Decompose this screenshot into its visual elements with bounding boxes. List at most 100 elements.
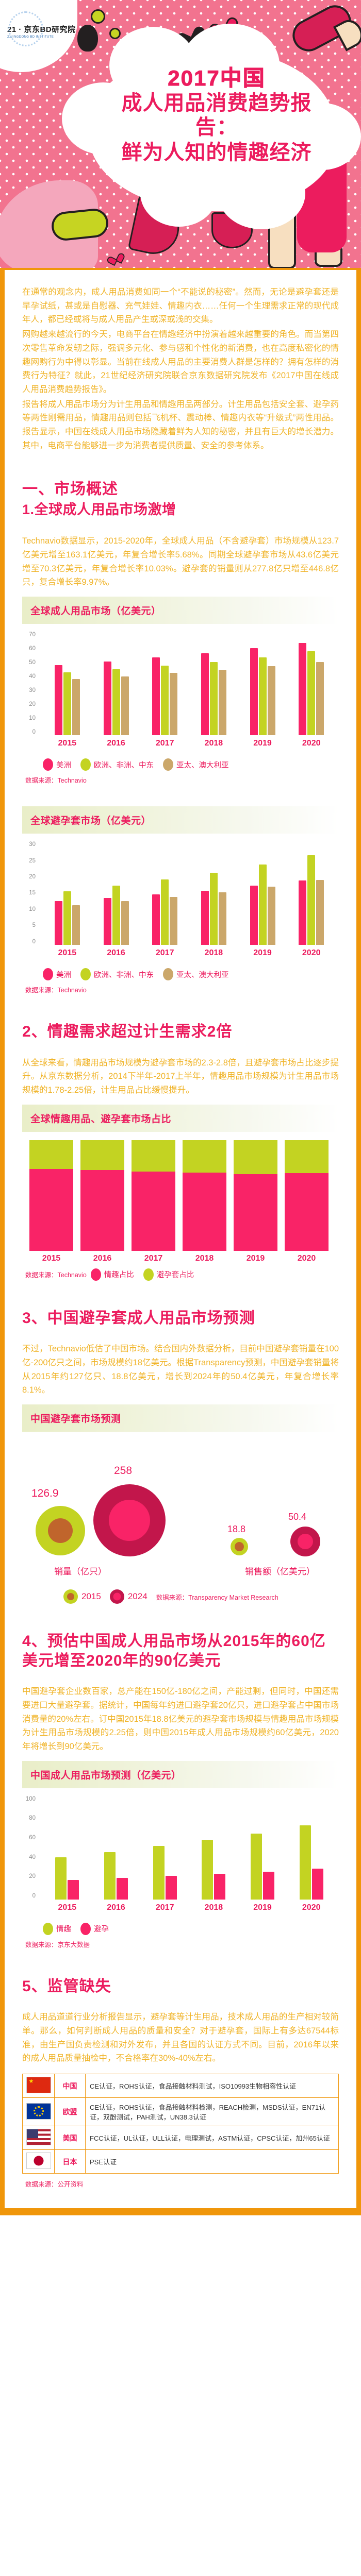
chart-1-title: 全球成人用品市场（亿美元） <box>30 606 161 617</box>
x-tick: 2020 <box>302 1903 321 1912</box>
chart-1-plot: 70 60 50 40 30 20 10 0 2015 2016 2017 2018 2… <box>22 624 339 748</box>
intro-paragraph-3: 报告将成人用品市场分为计生用品和情趣用品两部分。计生用品包括安全套、避孕药等两性… <box>22 399 339 450</box>
legend-dot <box>43 758 53 771</box>
y-tick: 25 <box>29 857 36 864</box>
bar <box>250 648 258 736</box>
intro-paragraph-2: 网购越来越流行的今天，电商平台在情趣经济中扮演着越来越重要的角色。而当第四次零售… <box>22 330 339 395</box>
bar <box>251 1833 262 1900</box>
chart-card-market-share: 全球情趣用品、避孕套市场占比 2015 2016 2017 2018 2019 2020 … <box>22 1104 339 1281</box>
bar <box>299 643 307 736</box>
chart-1-bars <box>25 632 336 736</box>
bar-group <box>140 632 189 736</box>
legend-label-2015: 2015 <box>81 1591 101 1602</box>
bar <box>54 665 62 736</box>
chart-5-plot: 100 80 60 40 20 0 2015 2016 2017 2018 2019 20… <box>22 1788 339 1912</box>
bar <box>152 657 160 736</box>
legend-dot <box>80 968 91 981</box>
x-tick: 2019 <box>253 948 272 958</box>
stack-segment-condom <box>183 1140 226 1173</box>
bar <box>258 865 267 945</box>
bar-group <box>43 632 92 736</box>
table-row: ★ 中国 CE认证，ROHS认证，食品接触材料测试，ISO10993生物相容性认证 <box>22 2074 339 2098</box>
hero-title-line2: 成人用品消费趋势报告： <box>121 92 312 139</box>
bar <box>299 880 307 945</box>
legend-label: 美洲 <box>56 971 71 979</box>
stack-segment-condom <box>285 1140 329 1174</box>
bar <box>209 662 218 736</box>
flag-china-icon: ★ <box>26 2077 51 2094</box>
stack-segment-pleasure <box>285 1173 329 1251</box>
chart-3-bars <box>22 1140 336 1251</box>
table-cell-standards: CE认证，ROHS认证，食品接触材料测试，ISO10993生物相容性认证 <box>85 2074 339 2098</box>
y-tick: 0 <box>32 728 36 735</box>
y-tick: 40 <box>29 1854 36 1860</box>
bar <box>54 901 62 945</box>
legend-dot-2024 <box>109 1589 124 1604</box>
bar <box>307 651 316 736</box>
bar-group <box>140 842 189 945</box>
content-sheet: 在通常的观念内，成人用品消费如同一个“不能说的秘密”。然而，无论是避孕套还是早孕… <box>0 268 361 2209</box>
bar-group <box>92 1797 141 1900</box>
chart-2-bars <box>25 842 336 945</box>
y-tick: 5 <box>32 922 36 929</box>
legend-label: 亚太、澳大利亚 <box>176 971 229 979</box>
legend-dot <box>43 968 53 981</box>
bar <box>72 905 80 945</box>
flag-usa-icon <box>26 2129 51 2146</box>
bar <box>258 657 267 736</box>
legend-dot <box>163 968 173 981</box>
chart-1-source: 数据来源：Technavio <box>25 777 87 785</box>
legend-label: 避孕套占比 <box>156 1271 194 1280</box>
x-tick: 2017 <box>155 1903 174 1912</box>
x-tick: 2017 <box>155 948 174 958</box>
bar <box>316 880 324 945</box>
bottom-bar <box>0 2208 361 2216</box>
bar-group <box>287 1797 336 1900</box>
bar <box>152 894 160 945</box>
table-row: 日本 PSE认证 <box>22 2149 339 2174</box>
stack-segment-pleasure <box>234 1174 277 1251</box>
stack-segment-condom <box>29 1140 73 1169</box>
x-tick: 2020 <box>302 948 321 958</box>
bubble-2015-revenue-inner <box>235 1542 244 1552</box>
chart-1-legend: 美洲 欧洲、非洲、中东 亚太、澳大利亚 <box>43 758 339 771</box>
bar-group <box>238 632 287 736</box>
bar <box>63 672 71 736</box>
x-tick: 2018 <box>204 739 223 748</box>
section-4-heading: 4、预估中国成人用品市场从2015年的60亿美元增至2020年的90亿美元 <box>22 1633 326 1669</box>
bar <box>72 679 80 736</box>
x-tick: 2015 <box>42 1253 61 1263</box>
x-tick: 2020 <box>302 739 321 748</box>
y-tick: 30 <box>29 841 36 848</box>
chart-4-legend: 2015 2024 数据来源：Transparency Market Resea… <box>63 1589 339 1604</box>
bar-group <box>43 842 92 945</box>
chart-3-source: 数据来源：Technavio <box>25 1272 87 1279</box>
chart-card-china-adult-forecast: 中国成人用品市场预测（亿美元） 100 80 60 40 20 0 2015 20… <box>22 1760 339 1949</box>
y-tick: 10 <box>29 715 36 721</box>
legend-label: 情趣占比 <box>104 1271 134 1280</box>
chart-1-x-axis: 2015 2016 2017 2018 2019 2020 <box>25 739 336 748</box>
bar <box>218 669 226 736</box>
x-tick: 2016 <box>107 948 125 958</box>
bubble-value-50-4: 50.4 <box>288 1512 307 1522</box>
table-cell-standards: FCC认证，UL认证，ULL认证，电理测试，ASTM认证，CPSC认证，加州65… <box>85 2126 339 2150</box>
chart-2-title: 全球避孕套市场（亿美元） <box>30 816 152 827</box>
bubble-2015-volume-inner <box>48 1518 73 1544</box>
table-cell-region: 中国 <box>54 2074 86 2098</box>
flag-eu-icon <box>26 2103 51 2120</box>
bar-group <box>189 842 238 945</box>
footer-note <box>22 2189 339 2203</box>
legend-dot <box>80 1922 91 1935</box>
stack-segment-condom <box>234 1140 277 1174</box>
legend-dot <box>90 1268 101 1281</box>
bar <box>201 653 209 736</box>
bar <box>170 672 178 736</box>
stacked-bar <box>132 1140 175 1251</box>
chart-2-y-axis: 30 25 20 15 10 5 0 <box>22 842 39 945</box>
y-tick: 30 <box>29 687 36 693</box>
table-cell-standards: PSE认证 <box>85 2149 339 2174</box>
hero-title: 2017中国 成人用品消费趋势报告： 鲜为人知的情趣经济 <box>103 65 330 165</box>
bubble-value-18-8: 18.8 <box>227 1524 246 1535</box>
x-tick: 2016 <box>93 1253 112 1263</box>
section-1-heading: 一、市场概述 <box>22 480 118 498</box>
